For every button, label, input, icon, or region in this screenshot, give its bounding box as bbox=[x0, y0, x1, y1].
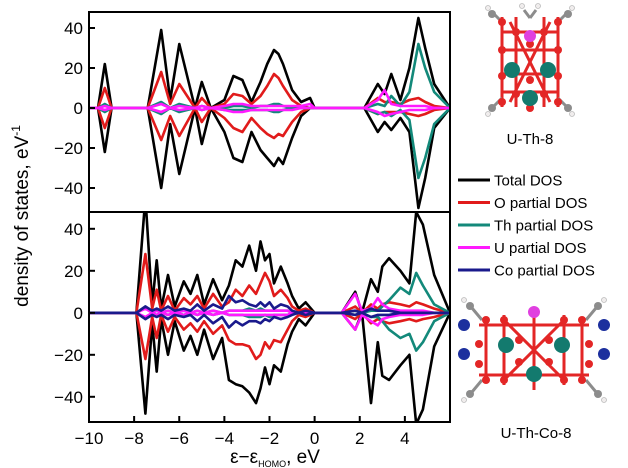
x-tick-label: −2 bbox=[260, 429, 279, 448]
x-tick-label: −6 bbox=[170, 429, 189, 448]
series-group-bottom bbox=[89, 212, 450, 422]
series-u-partial-dos-neg-top bbox=[89, 106, 450, 118]
series-co-partial-dos-neg-bottom bbox=[89, 311, 450, 329]
x-tick-label: 0 bbox=[310, 429, 319, 448]
y-tick-label-bottom: −40 bbox=[54, 388, 83, 407]
series-total-dos-pos-top bbox=[89, 16, 450, 110]
legend-label-total-dos: Total DOS bbox=[494, 173, 562, 190]
y-tick-label-bottom: 20 bbox=[64, 262, 83, 281]
y-tick-label-top: −20 bbox=[54, 139, 83, 158]
y-axis-title-unit-exponent: -1 bbox=[9, 125, 23, 136]
x-axis-title-main: ε−ε bbox=[230, 447, 259, 468]
y-axis-title: density of states, eV-1 bbox=[9, 125, 33, 307]
x-axis-title: ε−εHOMO, eV bbox=[230, 447, 320, 468]
panel-top: 40 20 0 −20 −40 bbox=[54, 16, 450, 210]
panel-bottom-frame bbox=[88, 211, 451, 423]
legend-label-th-partial-dos: Th partial DOS bbox=[494, 218, 593, 235]
y-tick-label-bottom: −20 bbox=[54, 346, 83, 365]
x-tick-label: 4 bbox=[400, 429, 409, 448]
y-tick-label-top: 20 bbox=[64, 59, 83, 78]
y-tick-label-top: 40 bbox=[64, 19, 83, 38]
x-ticks: −10 −8 −6 −4 −2 0 2 4 bbox=[75, 416, 410, 448]
y-ticks-bottom: 40 20 0 −20 −40 bbox=[54, 220, 95, 407]
series-total-dos-pos-bottom bbox=[89, 212, 450, 315]
series-co-partial-dos-pos-bottom bbox=[89, 294, 450, 315]
series-th-partial-dos-pos-top bbox=[89, 42, 450, 110]
series-u-partial-dos-neg-bottom bbox=[89, 311, 450, 331]
legend: Total DOS O partial DOS Th partial DOS U pa… bbox=[458, 173, 595, 280]
series-o-partial-dos-pos-top bbox=[89, 70, 450, 110]
x-tick-label: −8 bbox=[124, 429, 143, 448]
molecule-u-th-8-structure bbox=[485, 3, 575, 117]
y-tick-label-top: −40 bbox=[54, 179, 83, 198]
legend-label-o-partial-dos: O partial DOS bbox=[494, 195, 587, 212]
series-group-top bbox=[89, 16, 450, 210]
legend-label-co-partial-dos: Co partial DOS bbox=[494, 263, 595, 280]
molecule-u-th-co-8-structure bbox=[458, 297, 610, 403]
series-th-partial-dos-neg-top bbox=[89, 106, 450, 180]
molecule-u-th-co-8-label: U-Th-Co-8 bbox=[501, 425, 572, 442]
y-axis-title-main: density of states, eV bbox=[12, 135, 33, 306]
y-tick-label-top: 0 bbox=[74, 99, 83, 118]
series-total-dos-neg-bottom bbox=[89, 311, 450, 422]
x-axis-title-unit: , eV bbox=[286, 447, 320, 468]
x-tick-label: −4 bbox=[215, 429, 234, 448]
series-u-partial-dos-pos-top bbox=[89, 88, 450, 110]
y-tick-label-bottom: 0 bbox=[74, 304, 83, 323]
x-axis-title-subscript: HOMO bbox=[258, 459, 286, 468]
molecule-u-th-8-label: U-Th-8 bbox=[507, 131, 554, 148]
y-tick-label-bottom: 40 bbox=[64, 220, 83, 239]
series-total-dos-neg-top bbox=[89, 106, 450, 210]
legend-label-u-partial-dos: U partial DOS bbox=[494, 240, 587, 257]
x-tick-label: 2 bbox=[355, 429, 364, 448]
x-tick-label: −10 bbox=[75, 429, 104, 448]
